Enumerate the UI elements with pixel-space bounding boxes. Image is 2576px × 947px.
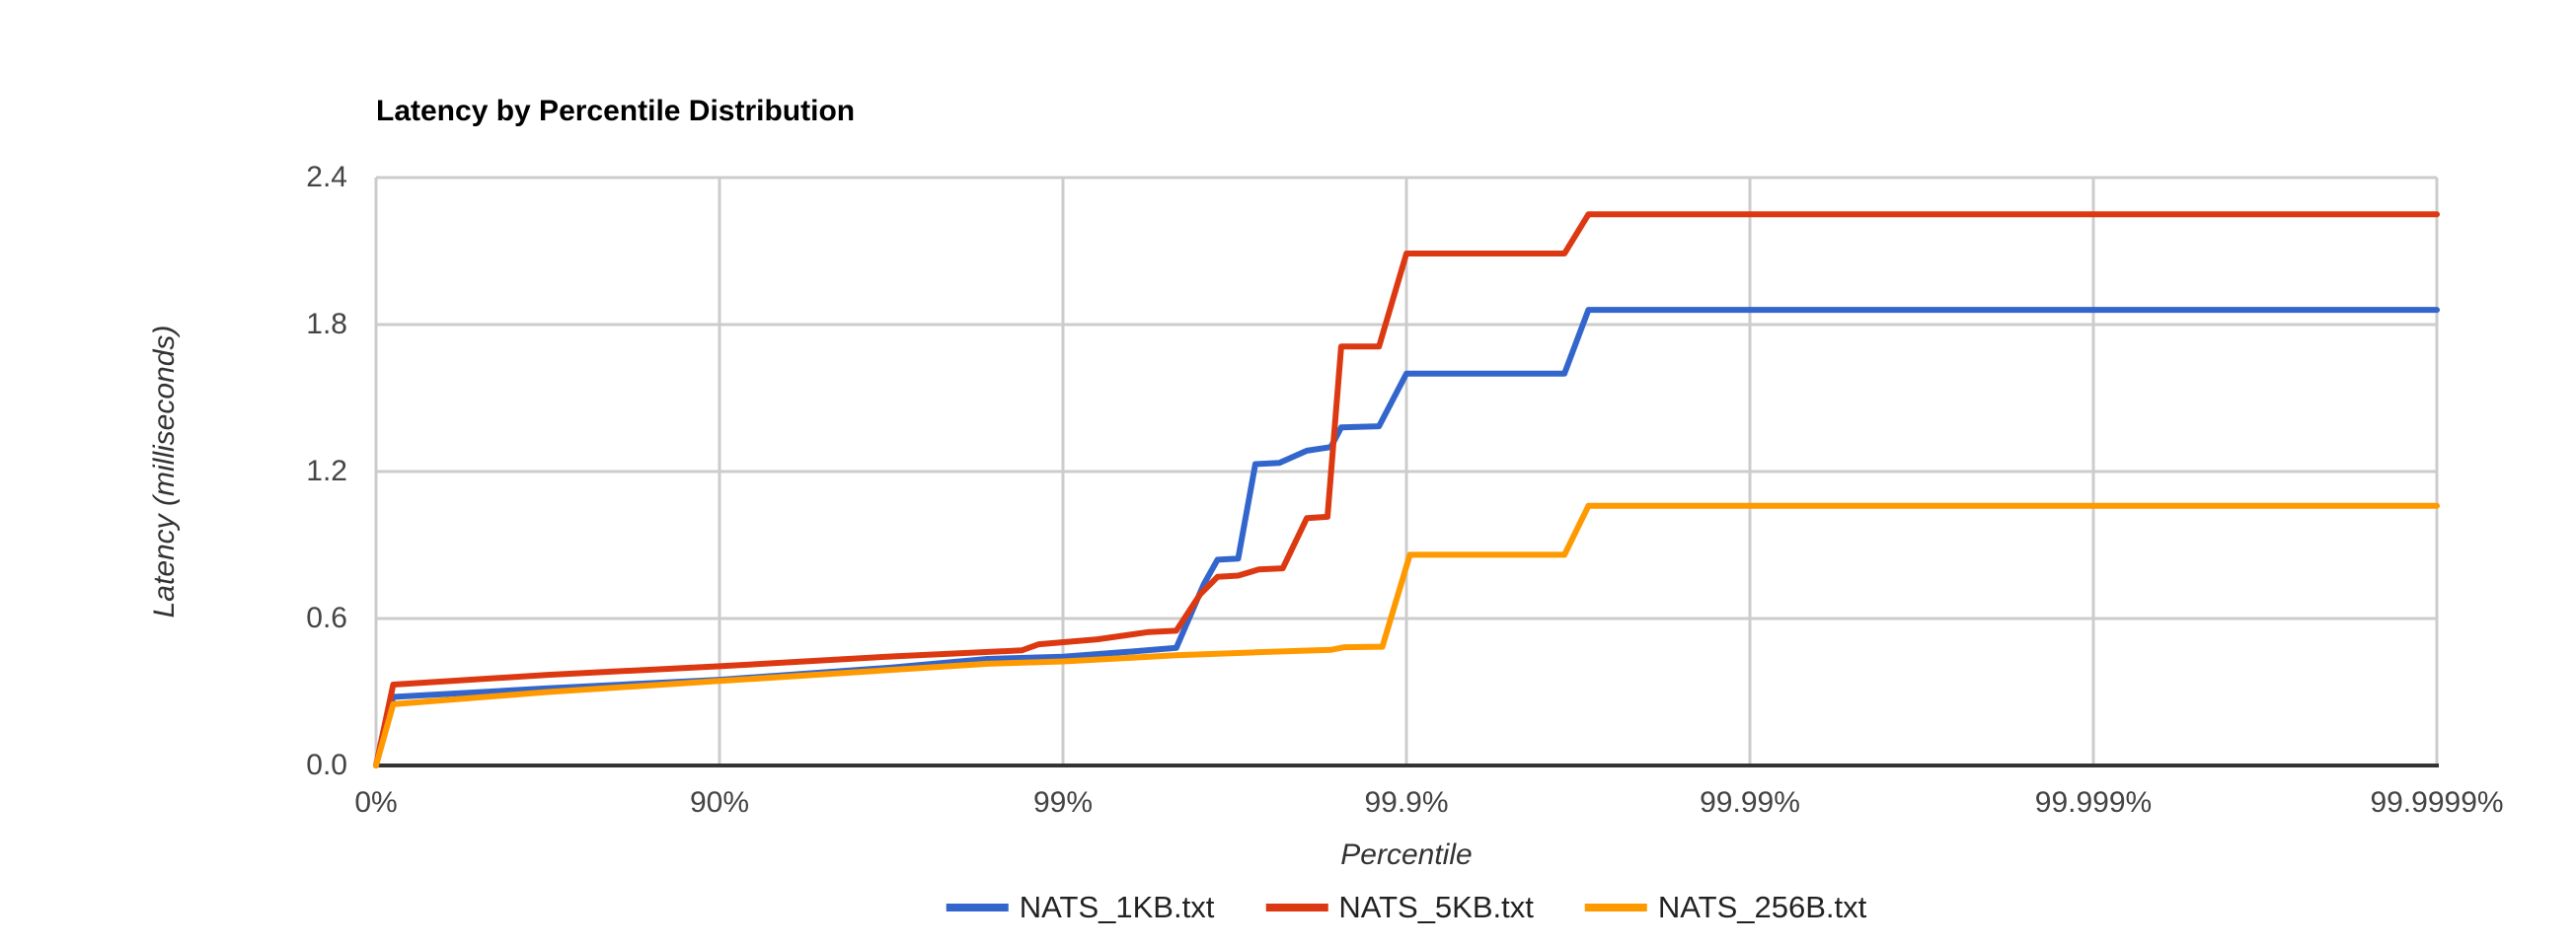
- y-tick-label-2-4: 2.4: [306, 161, 347, 193]
- y-tick-label-1-2: 1.2: [306, 455, 347, 487]
- y-tick-label-0-0: 0.0: [306, 749, 347, 781]
- legend-item-nats-1kb-txt: NATS_1KB.txt: [946, 890, 1215, 925]
- legend-item-nats-5kb-txt: NATS_5KB.txt: [1265, 890, 1534, 925]
- chart-title: Latency by Percentile Distribution: [376, 95, 856, 127]
- legend-label: NATS_1KB.txt: [1019, 890, 1215, 924]
- x-tick-label-99-999: 99.999%: [2034, 786, 2153, 819]
- legend-label: NATS_5KB.txt: [1338, 890, 1534, 924]
- x-tick-label-99-9999: 99.9999%: [2370, 786, 2504, 819]
- legend-item-nats-256b-txt: NATS_256B.txt: [1584, 890, 1867, 925]
- legend: NATS_1KB.txt NATS_5KB.txt NATS_256B.txt: [946, 890, 1867, 925]
- x-tick-label-0: 0%: [354, 786, 398, 819]
- x-axis-title: Percentile: [1340, 838, 1473, 871]
- x-tick-label-90: 90%: [689, 786, 750, 819]
- y-tick-label-1-8: 1.8: [306, 308, 347, 340]
- x-tick-label-99: 99%: [1032, 786, 1094, 819]
- legend-swatch-icon: [1584, 904, 1647, 911]
- legend-label: NATS_256B.txt: [1657, 890, 1867, 924]
- x-tick-label-99-99: 99.99%: [1700, 786, 1800, 819]
- legend-swatch-icon: [946, 904, 1009, 911]
- series-line-nats-5kb-txt: [373, 211, 2440, 768]
- legend-swatch-icon: [1265, 904, 1328, 911]
- y-tick-label-0-6: 0.6: [306, 602, 347, 634]
- x-tick-label-99-9: 99.9%: [1364, 786, 1449, 819]
- series-line-nats-256b-txt: [373, 502, 2440, 768]
